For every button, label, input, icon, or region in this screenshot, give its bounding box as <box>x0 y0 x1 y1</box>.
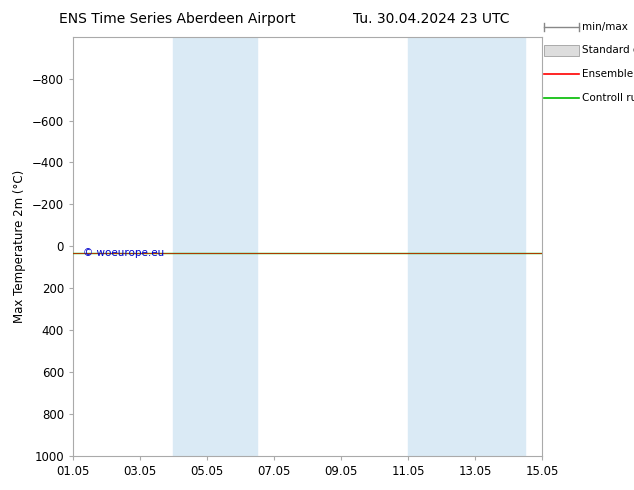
Bar <box>174 37 257 456</box>
Text: min/max: min/max <box>582 22 628 32</box>
Bar <box>408 37 526 456</box>
Text: Controll run: Controll run <box>582 93 634 102</box>
Text: Standard deviation: Standard deviation <box>582 46 634 55</box>
Text: © woeurope.eu: © woeurope.eu <box>83 248 164 258</box>
Text: Ensemble mean run: Ensemble mean run <box>582 69 634 79</box>
Text: ENS Time Series Aberdeen Airport: ENS Time Series Aberdeen Airport <box>59 12 296 26</box>
Text: Tu. 30.04.2024 23 UTC: Tu. 30.04.2024 23 UTC <box>353 12 509 26</box>
Y-axis label: Max Temperature 2m (°C): Max Temperature 2m (°C) <box>13 170 26 323</box>
